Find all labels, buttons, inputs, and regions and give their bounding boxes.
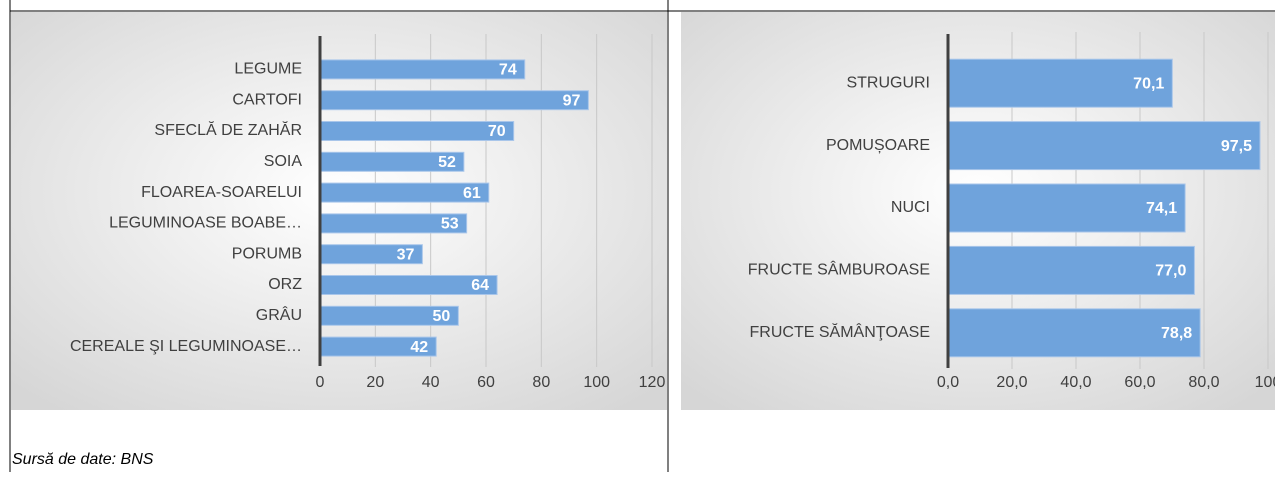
y-tick-label: NUCI — [891, 199, 930, 216]
bar — [319, 121, 515, 141]
x-tick-label: 20 — [366, 374, 384, 391]
data-label: 53 — [441, 216, 459, 233]
bar — [319, 90, 589, 111]
x-tick-label: 120 — [639, 374, 666, 391]
bar — [947, 121, 1261, 171]
x-tick-label: 80,0 — [1188, 374, 1219, 391]
data-label: 97,5 — [1221, 138, 1252, 155]
x-tick-label: 100 — [1255, 374, 1275, 391]
y-tick-label: FRUCTE SĂMÂNŢOASE — [750, 322, 930, 341]
y-tick-label: CARTOFI — [232, 91, 302, 108]
y-tick-label: SFECLĂ DE ZAHĂR — [154, 120, 302, 139]
data-label: 77,0 — [1155, 263, 1186, 280]
x-tick-label: 40,0 — [1060, 374, 1091, 391]
bar — [319, 59, 526, 80]
data-label: 70,1 — [1133, 75, 1164, 92]
data-label: 52 — [438, 154, 456, 171]
y-tick-label: FLOAREA-SOARELUI — [141, 184, 302, 201]
data-label: 97 — [563, 92, 581, 109]
y-tick-label: GRÂU — [256, 305, 302, 324]
y-tick-label: SOIA — [264, 153, 303, 170]
y-tick-label: CEREALE ŞI LEGUMINOASE… — [70, 338, 302, 355]
chart: 0 20 40 60 80 100 120 LEGUME 74 CARTOFI 97 SFECLĂ D… — [70, 34, 666, 391]
y-tick-label: ORZ — [268, 276, 302, 293]
x-tick-label: 100 — [583, 374, 610, 391]
x-tick-label: 0 — [316, 374, 325, 391]
data-label: 42 — [410, 339, 428, 356]
bar — [947, 183, 1186, 233]
y-tick-label: FRUCTE SÂMBUROASE — [748, 260, 930, 279]
data-label: 37 — [397, 246, 415, 263]
data-label: 64 — [471, 277, 489, 294]
x-tick-label: 40 — [422, 374, 440, 391]
x-tick-label: 20,0 — [996, 374, 1027, 391]
data-label: 50 — [433, 308, 451, 325]
chart: 0,0 20,0 40,0 60,0 80,0 100 STRUGURI 70,1 POMUȘO… — [748, 32, 1275, 391]
y-tick-label: PORUMB — [232, 245, 302, 262]
y-tick-label: LEGUME — [234, 61, 302, 78]
y-tick-label: STRUGURI — [846, 74, 930, 91]
x-tick-label: 0,0 — [937, 374, 959, 391]
data-label: 61 — [463, 185, 481, 202]
x-tick-label: 60,0 — [1124, 374, 1155, 391]
x-tick-label: 80 — [532, 374, 550, 391]
data-label: 70 — [488, 123, 506, 140]
source-note: Sursă de date: BNS — [12, 451, 154, 468]
x-tick-label: 60 — [477, 374, 495, 391]
data-label: 78,8 — [1161, 325, 1192, 342]
data-label: 74,1 — [1146, 200, 1177, 217]
y-tick-label: LEGUMINOASE BOABE… — [109, 215, 302, 232]
y-tick-label: POMUȘOARE — [826, 137, 930, 154]
bar — [947, 308, 1201, 358]
data-label: 74 — [499, 62, 517, 79]
